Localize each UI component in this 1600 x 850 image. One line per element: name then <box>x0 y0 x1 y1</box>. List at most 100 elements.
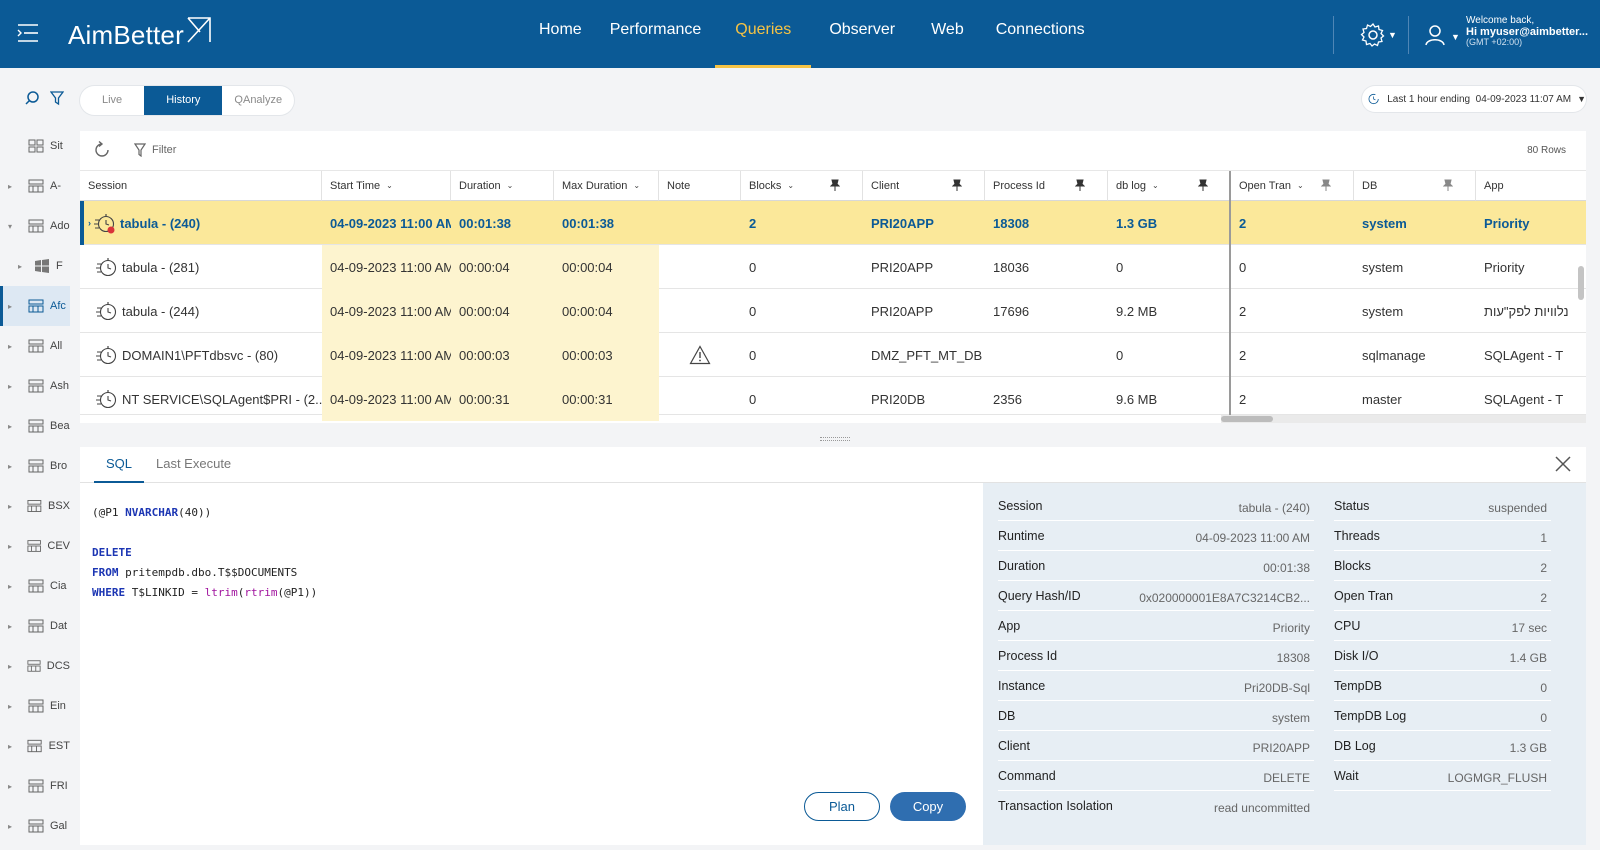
tab-qanalyze[interactable]: QAnalyze <box>234 94 283 106</box>
user-icon[interactable] <box>1424 24 1446 46</box>
sidebar-item[interactable]: Sit <box>0 126 70 166</box>
column-header-process-id[interactable]: Process Id <box>985 171 1108 201</box>
expand-arrow-icon[interactable]: ▸ <box>8 661 13 671</box>
expand-arrow-icon[interactable]: ▸ <box>8 181 13 191</box>
column-header-open-tran[interactable]: Open Tran ⌄ <box>1231 171 1354 201</box>
pin-icon[interactable] <box>1198 179 1208 191</box>
sidebar-item[interactable]: ▾ Ado <box>0 206 70 246</box>
horizontal-scrollbar[interactable] <box>1221 415 1586 423</box>
expand-arrow-icon[interactable]: ▸ <box>8 341 13 351</box>
sort-chevron-icon[interactable]: ⌄ <box>787 181 795 190</box>
column-header-client[interactable]: Client <box>863 171 985 201</box>
column-header-note[interactable]: Note <box>659 171 741 201</box>
scrollbar-thumb[interactable] <box>1221 416 1273 422</box>
tab-sql[interactable]: SQL <box>94 447 145 483</box>
expand-arrow-icon[interactable]: ▸ <box>8 541 13 551</box>
chevron-down-icon[interactable]: ▼ <box>1388 30 1397 40</box>
cell-blocks: 2 <box>749 215 757 231</box>
vertical-scrollbar[interactable] <box>1578 266 1584 300</box>
expand-arrow-icon[interactable]: ▸ <box>8 701 13 711</box>
panel-resize-handle[interactable] <box>820 437 850 441</box>
filter-button[interactable]: Filter <box>134 143 176 157</box>
expand-arrow-icon[interactable]: ▸ <box>8 301 13 311</box>
expand-arrow-icon[interactable]: ▸ <box>8 741 13 751</box>
expand-arrow-icon[interactable]: ▸ <box>8 621 13 631</box>
expand-row-icon[interactable]: › <box>88 218 91 228</box>
nav-queries[interactable]: Queries <box>715 0 812 68</box>
sidebar-item[interactable]: ▸ BSX <box>0 486 70 526</box>
sidebar-item[interactable]: ▸ Bro <box>0 446 70 486</box>
sidebar-item[interactable]: ▸ EST <box>0 726 70 766</box>
pin-icon[interactable] <box>1321 179 1331 191</box>
sidebar-item[interactable]: ▸ A- <box>0 166 70 206</box>
table-row-selected[interactable]: › tabula - (240) 04-09-2023 11:00 AM 00:… <box>80 201 1586 245</box>
table-row[interactable]: tabula - (281) 04-09-2023 11:00 AM 00:00… <box>80 245 1586 289</box>
sort-chevron-icon[interactable]: ⌄ <box>386 181 393 190</box>
filter-icon[interactable] <box>50 90 64 106</box>
expand-arrow-icon[interactable]: ▸ <box>8 461 13 471</box>
table-row[interactable]: NT SERVICE\SQLAgent$PRI - (2... 04-09-20… <box>80 377 1586 421</box>
expand-arrow-icon[interactable]: ▸ <box>8 821 13 831</box>
sort-chevron-icon[interactable]: ⌄ <box>1296 181 1304 190</box>
server-icon <box>28 219 44 233</box>
search-icon[interactable] <box>24 90 40 106</box>
sidebar-item[interactable]: ▸ F <box>0 246 70 286</box>
nav-web[interactable]: Web <box>931 21 964 38</box>
expand-arrow-icon[interactable]: ▸ <box>8 381 13 391</box>
nav-observer[interactable]: Observer <box>829 21 896 38</box>
menu-toggle-icon[interactable] <box>16 22 40 44</box>
column-header-db-log[interactable]: db log ⌄ <box>1108 171 1231 201</box>
pin-icon[interactable] <box>1443 179 1453 191</box>
column-header-session[interactable]: Session <box>80 171 322 201</box>
tab-history[interactable]: History <box>144 86 223 115</box>
pin-icon[interactable] <box>1075 179 1085 191</box>
close-icon[interactable] <box>1554 455 1572 473</box>
expand-arrow-icon[interactable]: ▸ <box>8 781 13 791</box>
expand-arrow-icon[interactable]: ▸ <box>18 261 23 271</box>
sidebar-item[interactable]: ▸ DCS <box>0 646 70 686</box>
plan-button[interactable]: Plan <box>804 792 880 821</box>
pin-icon[interactable] <box>830 179 840 191</box>
sidebar-item[interactable]: ▸ Ash <box>0 366 70 406</box>
collapse-arrow-icon[interactable]: ▾ <box>8 221 13 231</box>
expand-arrow-icon[interactable]: ▸ <box>8 421 13 431</box>
sidebar-item[interactable]: ▸ All <box>0 326 70 366</box>
column-header-db[interactable]: DB <box>1354 171 1476 201</box>
sort-chevron-icon[interactable]: ⌄ <box>506 181 514 190</box>
chevron-down-icon[interactable]: ▼ <box>1451 32 1460 42</box>
table-row[interactable]: DOMAIN1\PFTdbsvc - (80) 04-09-2023 11:00… <box>80 333 1586 377</box>
warning-icon[interactable] <box>689 345 711 365</box>
column-header-app[interactable]: App <box>1476 171 1586 201</box>
nav-home[interactable]: Home <box>539 21 582 38</box>
user-greeting[interactable]: Welcome back, Hi myuser@aimbetter... (GM… <box>1466 15 1588 48</box>
sql-text[interactable]: (@P1 NVARCHAR(40)) DELETE FROM pritempdb.… <box>92 503 317 603</box>
cell-blocks: 0 <box>749 259 757 275</box>
nav-connections[interactable]: Connections <box>995 21 1085 38</box>
table-row[interactable]: tabula - (244) 04-09-2023 11:00 AM 00:00… <box>80 289 1586 333</box>
sidebar-item-selected[interactable]: ▸ Afc <box>0 286 70 326</box>
sidebar-item[interactable]: ▸ CEV <box>0 526 70 566</box>
sort-chevron-icon[interactable]: ⌄ <box>633 181 641 190</box>
copy-button[interactable]: Copy <box>890 792 966 821</box>
time-range-picker[interactable]: Last 1 hour ending 04-09-2023 11:07 AM ▼ <box>1362 86 1586 112</box>
tab-live[interactable]: Live <box>102 94 123 106</box>
sidebar-item[interactable]: ▸ FRI <box>0 766 70 806</box>
pin-icon[interactable] <box>952 179 962 191</box>
sidebar-item[interactable]: ▸ Ein <box>0 686 70 726</box>
sidebar-item[interactable]: ▸ Cia <box>0 566 70 606</box>
expand-arrow-icon[interactable]: ▸ <box>8 501 13 511</box>
expand-arrow-icon[interactable]: ▸ <box>8 581 13 591</box>
sort-chevron-icon[interactable]: ⌄ <box>1151 181 1159 190</box>
column-header-duration[interactable]: Duration ⌄ <box>451 171 554 201</box>
refresh-icon[interactable] <box>92 140 112 160</box>
column-header-start-time[interactable]: Start Time ⌄ <box>322 171 451 201</box>
nav-performance[interactable]: Performance <box>609 21 702 38</box>
gear-icon[interactable] <box>1360 22 1386 48</box>
sidebar-item[interactable]: ▸ Gal <box>0 806 70 846</box>
sidebar-item[interactable]: ▸ Bea <box>0 406 70 446</box>
column-header-blocks[interactable]: Blocks ⌄ <box>741 171 863 201</box>
tab-last-execute[interactable]: Last Execute <box>156 456 232 471</box>
app-logo[interactable]: AimBetter <box>68 16 212 51</box>
column-header-max-duration[interactable]: Max Duration ⌄ <box>554 171 659 201</box>
sidebar-item[interactable]: ▸ Dat <box>0 606 70 646</box>
